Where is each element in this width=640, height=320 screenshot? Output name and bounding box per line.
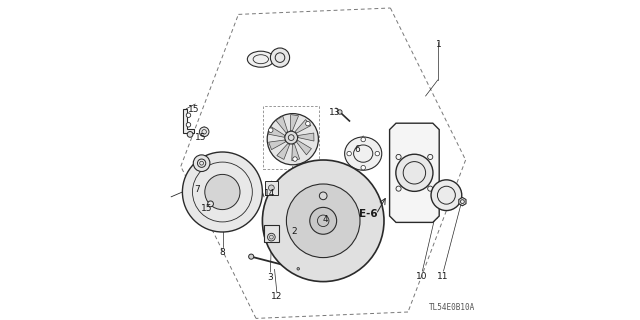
Polygon shape xyxy=(459,197,466,206)
Text: 3: 3 xyxy=(267,273,273,282)
Polygon shape xyxy=(264,225,278,243)
Polygon shape xyxy=(269,140,285,150)
Ellipse shape xyxy=(287,184,360,258)
Ellipse shape xyxy=(262,160,384,282)
Polygon shape xyxy=(265,181,278,195)
Circle shape xyxy=(269,185,275,191)
Text: E-6: E-6 xyxy=(358,209,378,220)
Text: 2: 2 xyxy=(291,227,296,236)
Polygon shape xyxy=(292,144,300,161)
Text: 14: 14 xyxy=(264,189,275,198)
Ellipse shape xyxy=(310,207,337,234)
Text: 15: 15 xyxy=(201,204,212,213)
Polygon shape xyxy=(298,133,314,141)
Polygon shape xyxy=(184,109,193,133)
Circle shape xyxy=(187,132,193,137)
Circle shape xyxy=(186,123,191,127)
Text: 1: 1 xyxy=(436,40,441,49)
Circle shape xyxy=(270,48,290,67)
Ellipse shape xyxy=(267,114,319,165)
Circle shape xyxy=(338,110,342,114)
Text: 15: 15 xyxy=(195,133,207,142)
Ellipse shape xyxy=(431,180,462,211)
Polygon shape xyxy=(390,123,439,222)
Text: 8: 8 xyxy=(219,248,225,257)
Polygon shape xyxy=(277,144,290,159)
Circle shape xyxy=(361,165,365,170)
Circle shape xyxy=(200,127,209,137)
Circle shape xyxy=(193,155,210,172)
Text: 15: 15 xyxy=(188,105,200,114)
Circle shape xyxy=(297,268,300,270)
Ellipse shape xyxy=(396,154,433,191)
Circle shape xyxy=(268,233,275,241)
Text: 6: 6 xyxy=(354,145,360,154)
Circle shape xyxy=(306,121,310,126)
Circle shape xyxy=(207,201,214,207)
Text: 10: 10 xyxy=(416,272,428,281)
Bar xyxy=(263,106,319,169)
Circle shape xyxy=(375,151,380,156)
Circle shape xyxy=(186,113,191,117)
Polygon shape xyxy=(268,127,285,137)
Polygon shape xyxy=(291,115,298,131)
Polygon shape xyxy=(276,116,288,133)
Text: 7: 7 xyxy=(194,185,200,194)
Ellipse shape xyxy=(205,174,240,210)
Text: 13: 13 xyxy=(329,108,340,117)
Circle shape xyxy=(285,131,298,144)
Ellipse shape xyxy=(182,152,262,232)
Ellipse shape xyxy=(248,51,275,67)
Text: 12: 12 xyxy=(271,292,282,301)
Text: 4: 4 xyxy=(323,215,328,224)
Circle shape xyxy=(361,137,365,142)
Polygon shape xyxy=(296,140,312,155)
Polygon shape xyxy=(295,120,311,133)
Ellipse shape xyxy=(344,137,381,170)
Text: TL54E0B10A: TL54E0B10A xyxy=(429,303,475,312)
Text: 11: 11 xyxy=(437,272,448,281)
Circle shape xyxy=(292,157,297,161)
Circle shape xyxy=(248,254,253,259)
Circle shape xyxy=(269,128,273,132)
Circle shape xyxy=(347,151,351,156)
Ellipse shape xyxy=(319,192,327,200)
